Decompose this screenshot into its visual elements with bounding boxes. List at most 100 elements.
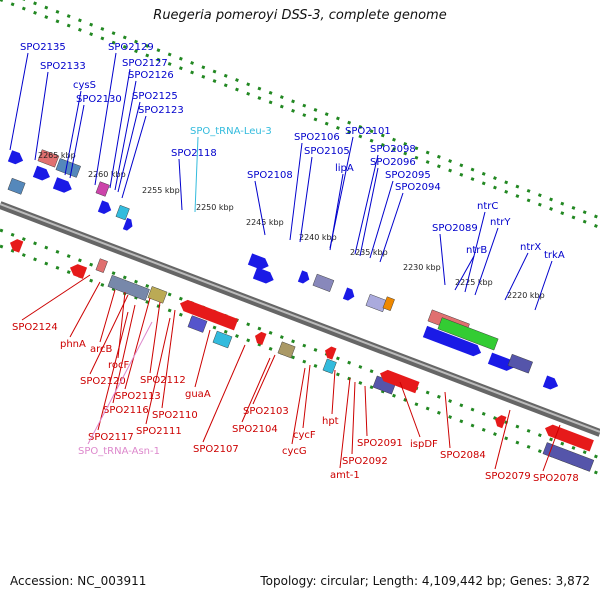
- gene-block: [95, 181, 110, 197]
- label-leader: [178, 158, 183, 211]
- forward-gene-label: cysS: [73, 80, 96, 91]
- label-leader: [302, 364, 311, 429]
- label-leader: [21, 274, 91, 321]
- label-leader: [252, 354, 276, 405]
- gene-block: [507, 353, 533, 374]
- forward-gene-label: SPO2135: [20, 42, 66, 53]
- scale-label: 2230 kbp: [403, 263, 441, 272]
- genome-backbone-highlight: [0, 203, 600, 433]
- forward-gene-arrow: [7, 150, 24, 165]
- gene-block: [382, 296, 395, 312]
- reverse-gene-arrow: [10, 239, 24, 253]
- forward-gene-arrow: [97, 200, 112, 214]
- forward-gene-label: ntrC: [477, 201, 498, 212]
- label-leader: [339, 377, 351, 469]
- reverse-gene-label: guaA: [185, 389, 211, 400]
- label-leader: [64, 90, 82, 176]
- label-leader: [121, 115, 147, 199]
- forward-gene-arrow: [422, 325, 482, 357]
- reverse-gene-label: SPO2091: [357, 438, 403, 449]
- tick-track: [0, 0, 600, 229]
- reverse-gene-label: ispDF: [410, 439, 438, 450]
- label-leader: [474, 227, 499, 296]
- gene-block: [107, 274, 150, 301]
- reverse-gene-label: SPO2103: [243, 406, 289, 417]
- forward-gene-label: trkA: [544, 250, 565, 261]
- map-title: Ruegeria pomeroyi DSS-3, complete genome: [153, 8, 447, 23]
- reverse-gene-label: amt-1: [330, 470, 360, 481]
- label-leader: [354, 154, 379, 255]
- forward-gene-label: lipA: [335, 163, 354, 174]
- forward-gene-arrow: [122, 217, 133, 231]
- reverse-gene-label: rocF: [108, 360, 130, 371]
- label-leader: [124, 297, 151, 390]
- reverse-gene-arrow: [255, 331, 267, 346]
- gene-block: [437, 317, 499, 351]
- reverse-gene-arrow: [495, 415, 507, 429]
- forward-gene-label: SPO2095: [385, 170, 431, 181]
- forward-gene-label: SPO2118: [171, 148, 217, 159]
- label-leader: [69, 281, 101, 338]
- label-leader: [542, 424, 561, 472]
- reverse-gene-label: SPO2124: [12, 322, 58, 333]
- gene-block: [95, 258, 108, 273]
- reverse-gene-label: SPO2111: [136, 426, 182, 437]
- forward-gene-label: ntrY: [490, 217, 511, 228]
- accession-label: Accession: NC_003911: [10, 574, 147, 588]
- label-leader: [97, 311, 129, 431]
- label-leader: [444, 391, 451, 449]
- scale-label: 2250 kbp: [196, 203, 234, 212]
- tick-track: [22, 0, 600, 220]
- forward-gene-label: SPO_tRNA-Leu-3: [190, 126, 272, 137]
- reverse-gene-label: hpt: [322, 416, 339, 427]
- label-leader: [99, 289, 116, 343]
- label-leader: [379, 192, 404, 263]
- forward-gene-label: ntrX: [520, 242, 541, 253]
- scale-label: 2220 kbp: [507, 291, 545, 300]
- forward-gene-label: SPO2129: [108, 42, 154, 53]
- scale-label: 2225 kbp: [455, 278, 493, 287]
- reverse-gene-label: SPO2113: [115, 391, 161, 402]
- gene-block: [312, 273, 335, 292]
- label-leader: [202, 344, 246, 443]
- label-leader: [114, 80, 137, 191]
- reverse-gene-arrow: [325, 346, 337, 360]
- forward-gene-label: SPO2108: [247, 170, 293, 181]
- label-leader: [254, 180, 266, 236]
- label-leader: [69, 104, 85, 179]
- gene-block: [542, 442, 595, 472]
- reverse-gene-arrow: [180, 299, 239, 331]
- forward-gene-arrow: [297, 270, 310, 284]
- reverse-gene-label: SPO2116: [103, 405, 149, 416]
- label-leader: [89, 294, 129, 375]
- label-leader: [329, 173, 344, 251]
- label-leader: [34, 71, 49, 161]
- forward-gene-arrow: [342, 287, 355, 301]
- label-leader: [439, 233, 446, 286]
- forward-gene-arrow: [52, 177, 72, 193]
- forward-gene-label: SPO2101: [345, 126, 391, 137]
- label-leader: [194, 329, 211, 388]
- forward-gene-label: SPO2125: [132, 91, 178, 102]
- scale-label: 2255 kbp: [142, 186, 180, 195]
- label-leader: [241, 357, 271, 423]
- label-leader: [109, 68, 131, 189]
- gene-block: [37, 149, 60, 168]
- gene-block: [55, 158, 81, 178]
- label-leader: [291, 367, 306, 445]
- reverse-gene-label: SPO_tRNA-Asn-1: [78, 446, 160, 457]
- forward-gene-label: SPO2094: [395, 182, 441, 193]
- reverse-gene-label: SPO2092: [342, 456, 388, 467]
- reverse-gene-label: SPO2120: [80, 376, 126, 387]
- reverse-gene-label: SPO2117: [88, 432, 134, 443]
- reverse-gene-label: SPO2110: [152, 410, 198, 421]
- label-leader: [494, 409, 511, 470]
- gene-block: [212, 330, 233, 349]
- reverse-gene-label: cycF: [293, 430, 316, 441]
- label-leader: [289, 142, 303, 241]
- label-leader: [9, 52, 29, 151]
- label-leader: [94, 52, 117, 186]
- label-leader: [194, 136, 199, 213]
- forward-gene-label: SPO2127: [122, 58, 168, 69]
- scale-label: 2245 kbp: [246, 218, 284, 227]
